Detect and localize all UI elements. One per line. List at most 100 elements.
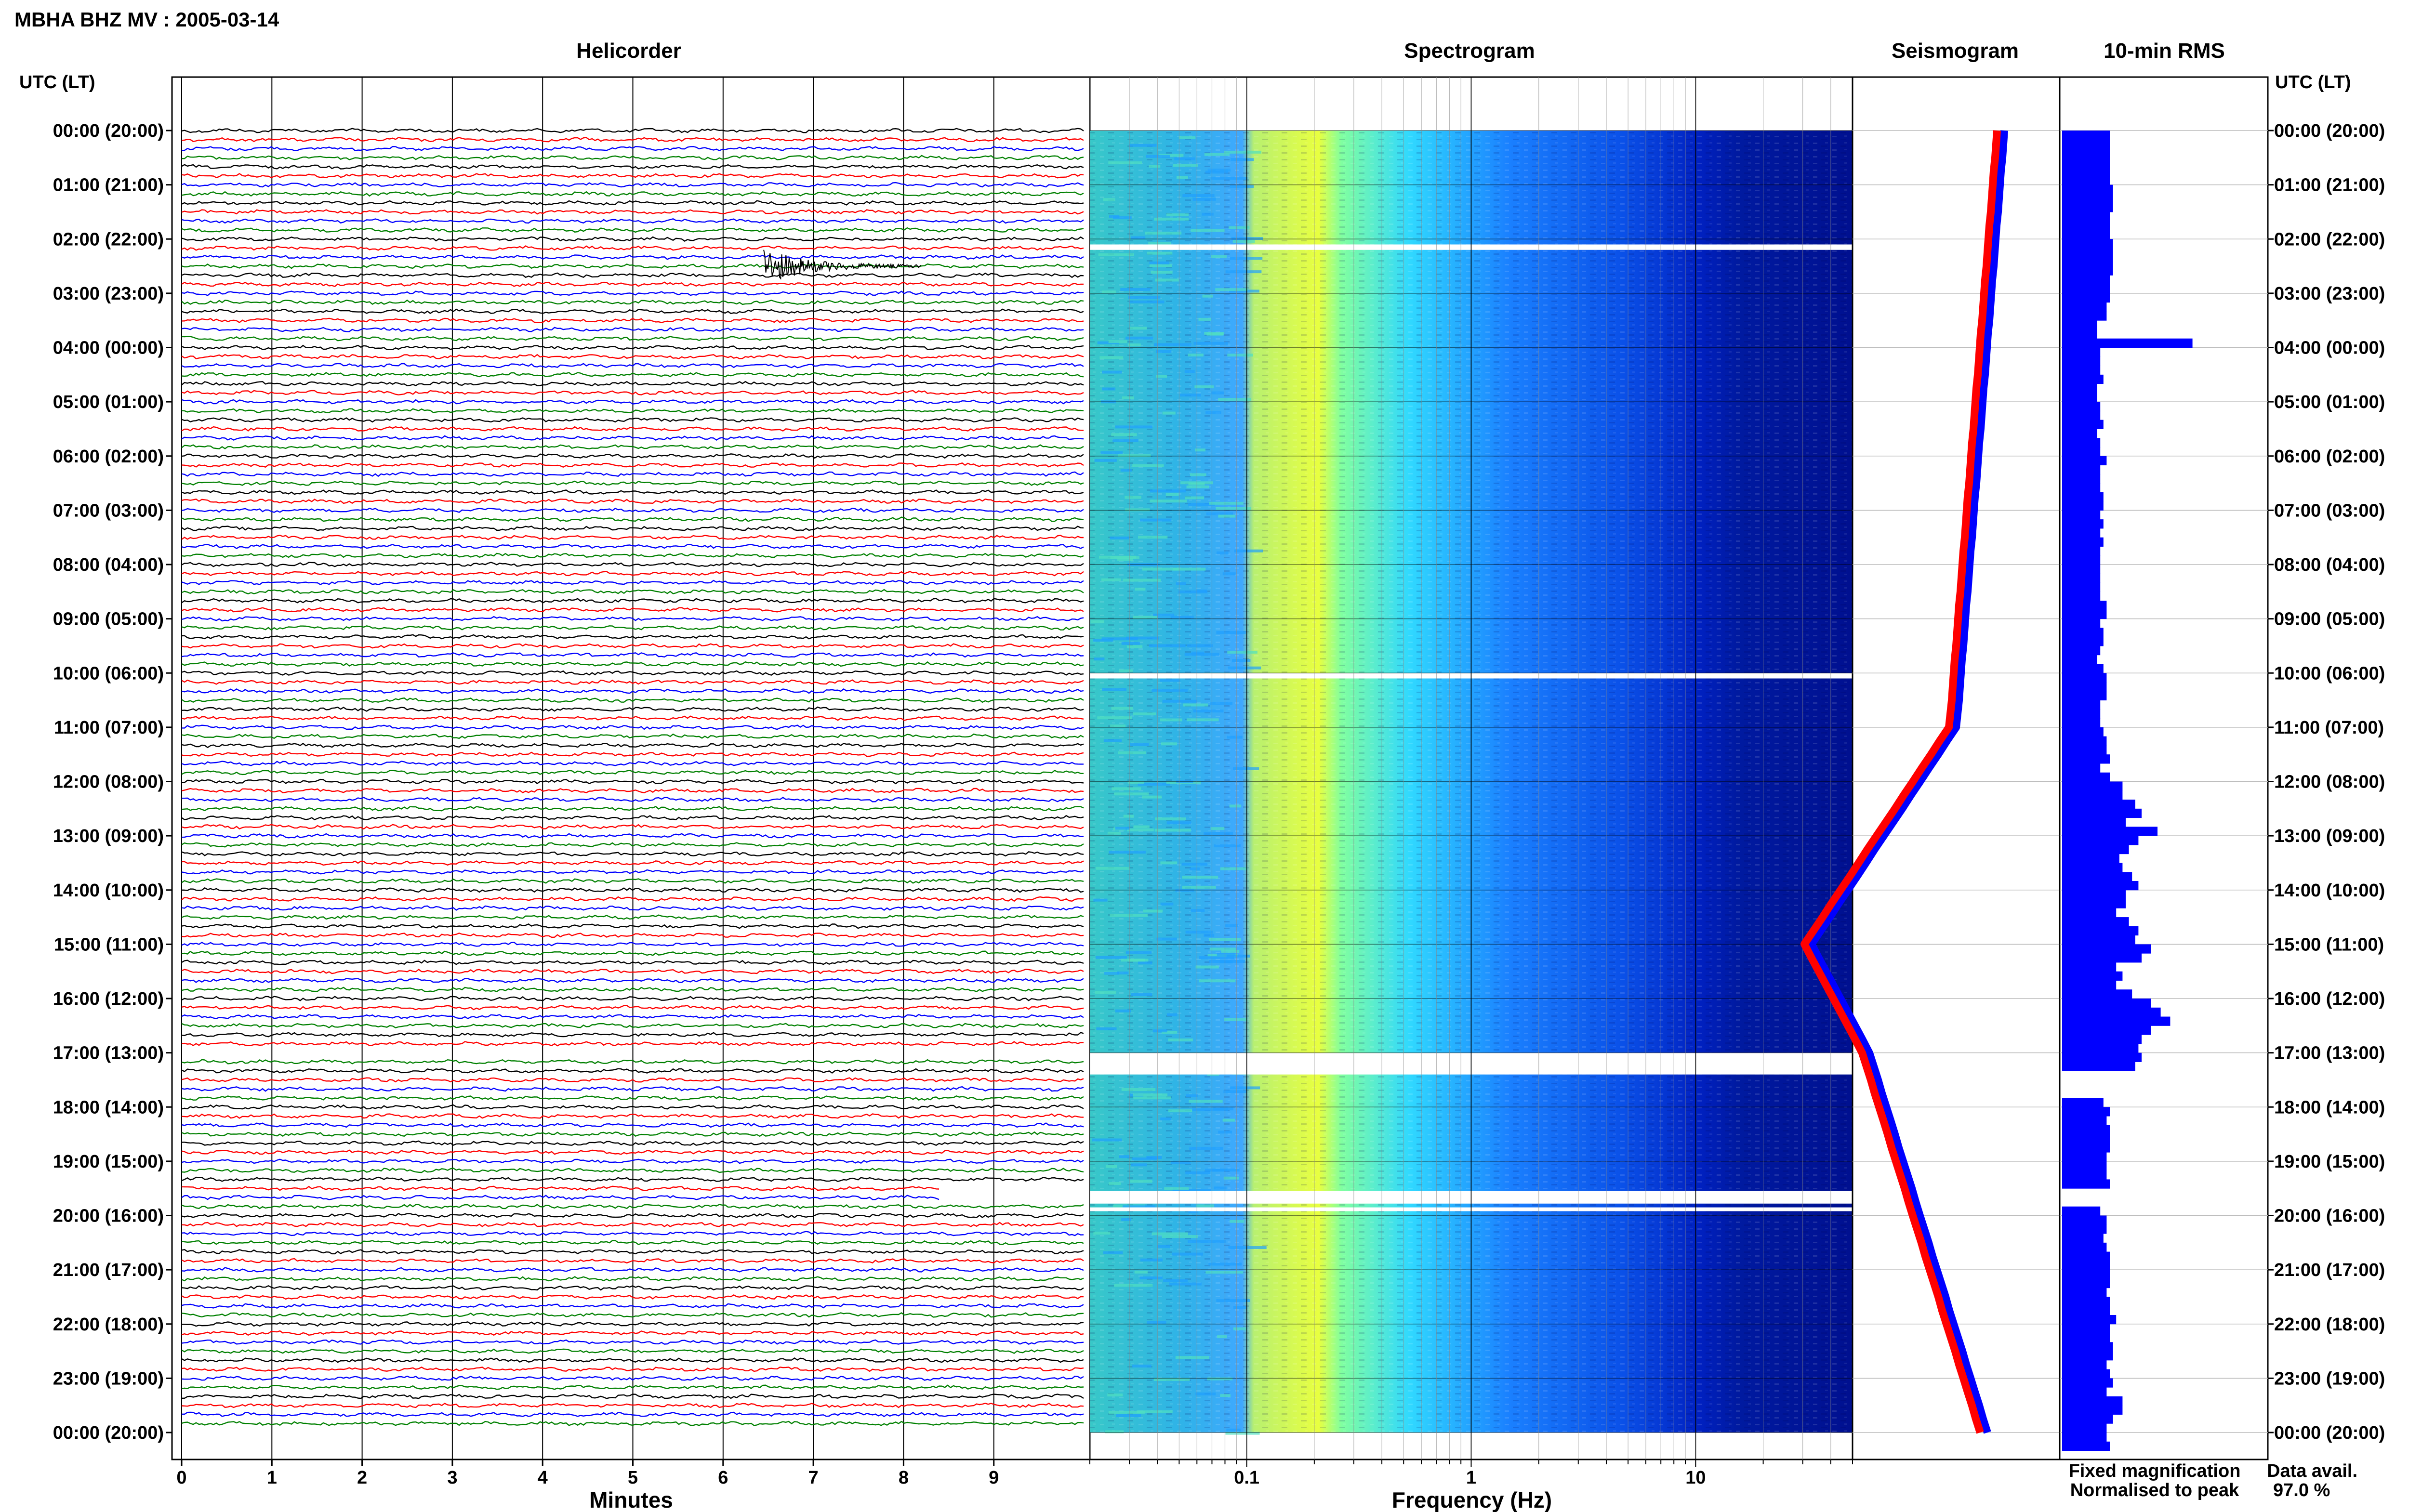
spectrogram-streak: [1220, 960, 1233, 963]
spectrogram-streak: [1139, 1276, 1163, 1279]
spectrogram-streak: [1195, 448, 1205, 451]
rms-bar: [2062, 311, 2106, 320]
spectrogram-streak: [1211, 392, 1224, 394]
rms-bar: [2062, 718, 2100, 727]
spectrogram-streak: [1097, 716, 1132, 719]
spectrogram-streak: [1213, 1107, 1233, 1110]
time-label-right: 17:00 (13:00): [2274, 1043, 2385, 1064]
spectrogram-streak: [1217, 1299, 1250, 1302]
spectrogram-streak: [1130, 327, 1147, 329]
spectrogram-streak: [1185, 370, 1195, 373]
minute-tick-label: 7: [808, 1468, 819, 1488]
spectrogram-streak: [1216, 631, 1245, 634]
spectrogram-streak: [1217, 552, 1229, 554]
spectrogram-streak: [1148, 242, 1171, 245]
time-label-right: 22:00 (18:00): [2274, 1315, 2385, 1335]
spectrogram-streak: [1110, 537, 1129, 539]
time-label-right: 03:00 (23:00): [2274, 284, 2385, 304]
spectrogram-streak: [1133, 712, 1156, 715]
rms-bar: [2062, 1062, 2135, 1071]
spectrogram-streak: [1107, 1394, 1123, 1396]
rms-bar: [2062, 519, 2104, 528]
rms-title: 10-min RMS: [2104, 39, 2225, 63]
rms-bar: [2062, 483, 2100, 492]
spectrogram-streak: [1196, 966, 1219, 969]
spectrogram-streak: [1186, 931, 1213, 933]
spectrogram-streak: [1132, 1157, 1157, 1160]
time-axis-right: 00:00 (20:00)01:00 (21:00)02:00 (22:00)0…: [2268, 121, 2385, 1443]
rms-bar: [2062, 320, 2097, 329]
spectrogram-streak: [1112, 787, 1141, 790]
spectrogram-streak: [1216, 507, 1251, 510]
rms-bar: [2062, 637, 2104, 646]
rms-bar: [2062, 989, 2132, 999]
rms-bar: [2062, 1152, 2106, 1161]
spectrogram-streak: [1137, 1410, 1172, 1413]
time-label-left: 21:00 (17:00): [53, 1260, 164, 1280]
spectrogram-streak: [1094, 657, 1105, 660]
rms-bar: [2062, 980, 2116, 989]
rms-bar: [2062, 131, 2110, 140]
spectrogram-xlabel: Frequency (Hz): [1392, 1487, 1552, 1512]
rms-bar: [2062, 1243, 2106, 1252]
spectrogram-streak: [1122, 1088, 1156, 1091]
spectrogram-streak: [1204, 832, 1233, 835]
spectrogram-streak: [1150, 489, 1186, 492]
spectrogram-streak: [1223, 572, 1236, 575]
rms-bar: [2062, 411, 2100, 420]
rms-bar: [2062, 935, 2135, 945]
time-label-right: 14:00 (10:00): [2274, 881, 2385, 901]
spectrogram-streak: [1160, 679, 1180, 682]
spectrogram-streak: [1152, 689, 1188, 692]
spectrogram-streak: [1196, 1204, 1214, 1207]
minute-tick-label: 0: [176, 1468, 186, 1488]
spectrogram-streak: [1224, 1018, 1247, 1021]
rms-bar: [2062, 1378, 2113, 1387]
helicorder-title: Helicorder: [576, 39, 681, 63]
spectrogram-streak: [1172, 1253, 1203, 1256]
rms-bar: [2062, 1252, 2110, 1261]
rms-bar: [2062, 583, 2100, 592]
time-label-right: 18:00 (14:00): [2274, 1097, 2385, 1118]
spectrogram-streak: [1168, 1109, 1192, 1112]
time-label-right: 20:00 (16:00): [2274, 1206, 2385, 1226]
rms-bar: [2062, 447, 2100, 456]
spectrogram-streak: [1126, 951, 1152, 954]
rms-bar: [2062, 863, 2122, 872]
spectrogram-streak: [1210, 702, 1232, 705]
rms-bar: [2062, 1360, 2106, 1369]
spectrogram-streak: [1128, 343, 1141, 346]
spectrogram-streak: [1122, 642, 1140, 645]
spectrogram-streak: [1191, 652, 1204, 655]
spectrogram-streak: [1156, 350, 1171, 353]
time-label-left: 14:00 (10:00): [53, 881, 164, 901]
rms-bar: [2062, 1234, 2104, 1243]
rms-bar: [2062, 194, 2113, 203]
spectrogram-streak: [1118, 751, 1146, 754]
time-label-left: 02:00 (22:00): [53, 229, 164, 250]
legend-normalised: Normalised to peak: [2070, 1480, 2239, 1500]
rms-bar: [2062, 745, 2106, 754]
spectrogram-streak: [1100, 451, 1123, 454]
spectrogram-streak: [1099, 356, 1123, 359]
rms-bar: [2062, 610, 2106, 619]
spectrogram-streak: [1157, 1245, 1170, 1248]
spectrogram-streak: [1214, 1186, 1226, 1189]
spectrogram-streak: [1182, 194, 1214, 197]
spectrogram-streak: [1226, 1429, 1241, 1432]
rms-bar: [2062, 1125, 2110, 1134]
time-label-right: 16:00 (12:00): [2274, 989, 2385, 1009]
time-label-left: 10:00 (06:00): [53, 663, 164, 684]
spectrogram-streak: [1120, 288, 1150, 291]
spectrogram-streak: [1227, 651, 1257, 654]
rms-bar: [2062, 782, 2122, 791]
time-label-left: 20:00 (16:00): [53, 1206, 164, 1226]
rms-bar: [2062, 1044, 2138, 1053]
spectrogram-streak: [1130, 743, 1149, 746]
spectrogram-streak: [1161, 903, 1174, 906]
data-availability-value: 97.0 %: [2273, 1480, 2330, 1500]
spectrogram-streak: [1108, 161, 1142, 164]
time-label-right: 08:00 (04:00): [2274, 555, 2385, 575]
spectrogram-streak: [1103, 1251, 1123, 1254]
spectrogram-streak: [1207, 1378, 1232, 1381]
